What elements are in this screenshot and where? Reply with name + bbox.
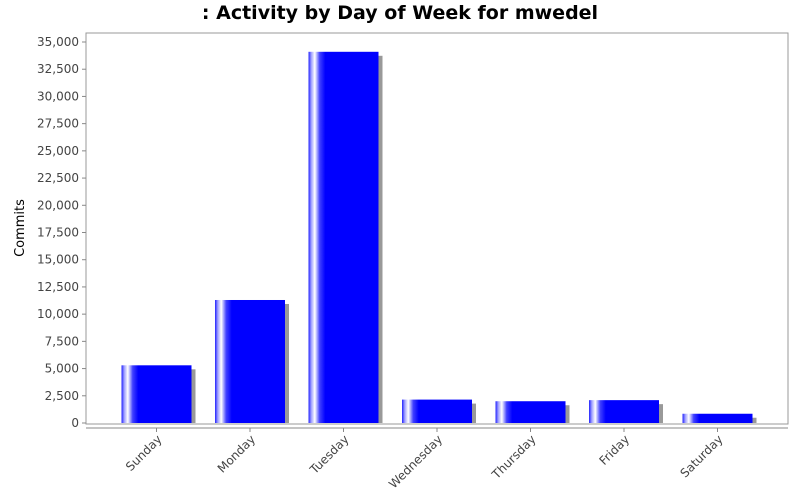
y-tick-label: 25,000 <box>37 144 79 158</box>
x-tick-label: Thursday <box>489 432 539 482</box>
x-tick-label: Saturday <box>677 432 725 480</box>
bar-tuesday[interactable] <box>308 51 379 423</box>
y-tick-label: 32,500 <box>37 62 79 76</box>
y-tick-label: 22,500 <box>37 171 79 185</box>
y-tick-label: 35,000 <box>37 35 79 49</box>
y-tick-label: 17,500 <box>37 226 79 240</box>
bar-thursday[interactable] <box>495 401 566 423</box>
x-tick-label: Wednesday <box>386 432 445 491</box>
y-tick-label: 2,500 <box>45 389 79 403</box>
y-axis-title: Commits <box>13 199 28 257</box>
y-tick-label: 30,000 <box>37 89 79 103</box>
y-tick-label: 5,000 <box>45 362 79 376</box>
x-tick-label: Sunday <box>123 432 165 474</box>
y-tick-label: 15,000 <box>37 253 79 267</box>
bar-monday[interactable] <box>215 299 285 423</box>
x-tick-label: Tuesday <box>306 432 351 477</box>
x-tick-label: Friday <box>597 432 633 468</box>
y-tick-label: 12,500 <box>37 280 79 294</box>
bar-saturday[interactable] <box>682 413 753 423</box>
y-tick-label: 0 <box>71 416 79 430</box>
plot-area <box>85 32 789 425</box>
bar-wednesday[interactable] <box>402 399 472 423</box>
y-tick-label: 20,000 <box>37 198 79 212</box>
x-tick-label: Monday <box>215 432 258 475</box>
y-tick-label: 7,500 <box>45 334 79 348</box>
y-axis: 0 2,500 5,000 7,500 10,000 12,500 15,000 17,500… <box>37 35 86 430</box>
y-tick-label: 10,000 <box>37 307 79 321</box>
bar-sunday[interactable] <box>121 365 192 423</box>
x-axis-labels: Sunday Monday Tuesday Wednesday Thursday Frid… <box>123 428 726 491</box>
y-tick-label: 27,500 <box>37 117 79 131</box>
chart-title: : Activity by Day of Week for mwedel <box>201 2 599 24</box>
bars-group <box>121 51 757 423</box>
bar-friday[interactable] <box>589 400 659 423</box>
